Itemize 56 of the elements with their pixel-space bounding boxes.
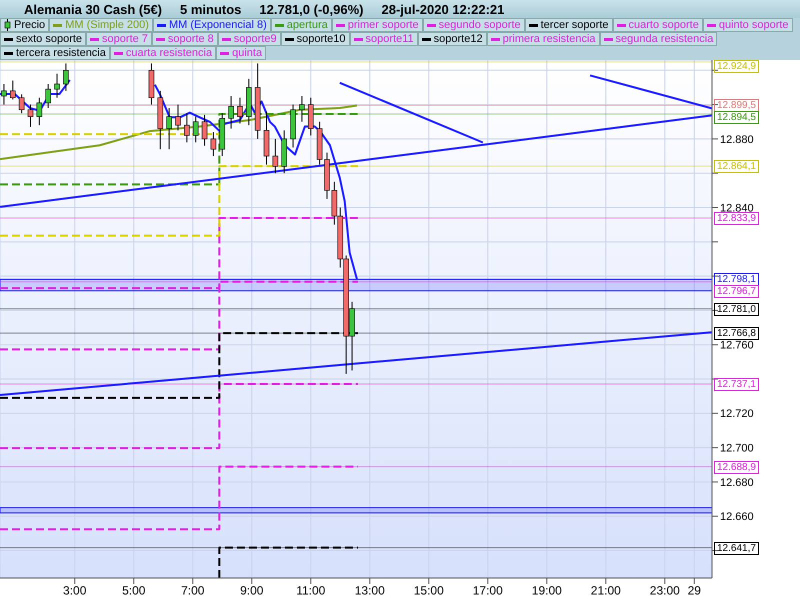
ref-line-label: 12.737,1 — [714, 378, 759, 391]
ref-line-label: 12.766,8 — [714, 327, 759, 340]
y-tick-label: 12.880 — [720, 134, 754, 146]
ref-line-label: 12.798,1 — [714, 273, 759, 286]
y-tick-label: 12.720 — [720, 408, 754, 420]
ref-line-label: 12.864,1 — [714, 160, 759, 174]
legend-label: primer soporte — [332, 18, 423, 32]
legend-label: cuarto soporte — [612, 18, 703, 32]
ref-line-label: 12.781,0 — [714, 302, 759, 316]
legend-label: soporte11 — [350, 32, 418, 46]
text: 28-jul-2020 12:22:21 — [382, 2, 504, 16]
y-tick-label: 12.760 — [720, 340, 754, 352]
y-tick-label: 12.660 — [720, 511, 754, 524]
ref-line-label: 12.688,9 — [714, 460, 759, 474]
legend-label: soporte 8 — [152, 32, 218, 46]
x-tick-label: 15:00 — [414, 584, 444, 598]
legend-label: cuarta resistencia — [110, 46, 216, 60]
legend-label: quinta — [216, 46, 266, 60]
legend-label: tercer soporte — [524, 18, 612, 32]
legend-label: primera resistencia — [486, 32, 600, 46]
x-tick-label: 7:00 — [181, 584, 205, 598]
x-tick-label: 23:00 — [650, 584, 680, 598]
x-tick-label: 19:00 — [532, 584, 562, 598]
x-tick-label: 21:00 — [590, 584, 622, 598]
y-tick-label: 12.700 — [720, 442, 754, 455]
y-tick-label: 12.680 — [720, 476, 754, 489]
x-tick-label: 5:00 — [122, 584, 146, 598]
ref-line-label: 12.894,5 — [714, 111, 759, 124]
x-tick-label: 17:00 — [472, 584, 504, 598]
ref-line-label: 12.899,5 — [714, 99, 759, 112]
x-tick-label: 3:00 — [63, 584, 87, 598]
legend-label: MM (Simple 200) — [49, 18, 153, 32]
x-tick-label: 9:00 — [240, 584, 264, 598]
legend-label: sexto soporte — [0, 32, 86, 46]
legend-label: MM (Exponencial 8) — [152, 18, 271, 32]
ref-line-label: 12.833,9 — [714, 212, 759, 225]
ref-line-label: 12.641,7 — [714, 542, 759, 555]
ref-line-label: 12.796,7 — [714, 285, 759, 298]
text: 5 minutos — [180, 2, 242, 16]
legend-label: segundo soporte — [422, 18, 525, 32]
legend-label: apertura — [270, 18, 332, 32]
legend-label: quinto soporte — [702, 18, 793, 32]
ref-line-label: 12.924,9 — [714, 60, 759, 73]
text: 12.781,0 (-0,96%) — [259, 2, 364, 16]
legend-label: soporte 7 — [86, 32, 152, 46]
legend-label: Precio — [0, 18, 50, 32]
x-tick-label: 13:00 — [354, 584, 386, 598]
y-tick-label: 12.840 — [720, 202, 754, 214]
legend-label: soporte12 — [418, 32, 487, 46]
x-tick-label: 11:00 — [296, 584, 326, 598]
legend-label: tercera resistencia — [0, 46, 110, 60]
legend-label: soporte9 — [218, 32, 281, 46]
legend-label: segunda resistencia — [600, 32, 718, 46]
legend-label: soporte10 — [280, 32, 350, 46]
chart-title: Alemania 30 Cash (5€) — [24, 2, 162, 16]
x-tick-label: 29 — [688, 584, 702, 598]
